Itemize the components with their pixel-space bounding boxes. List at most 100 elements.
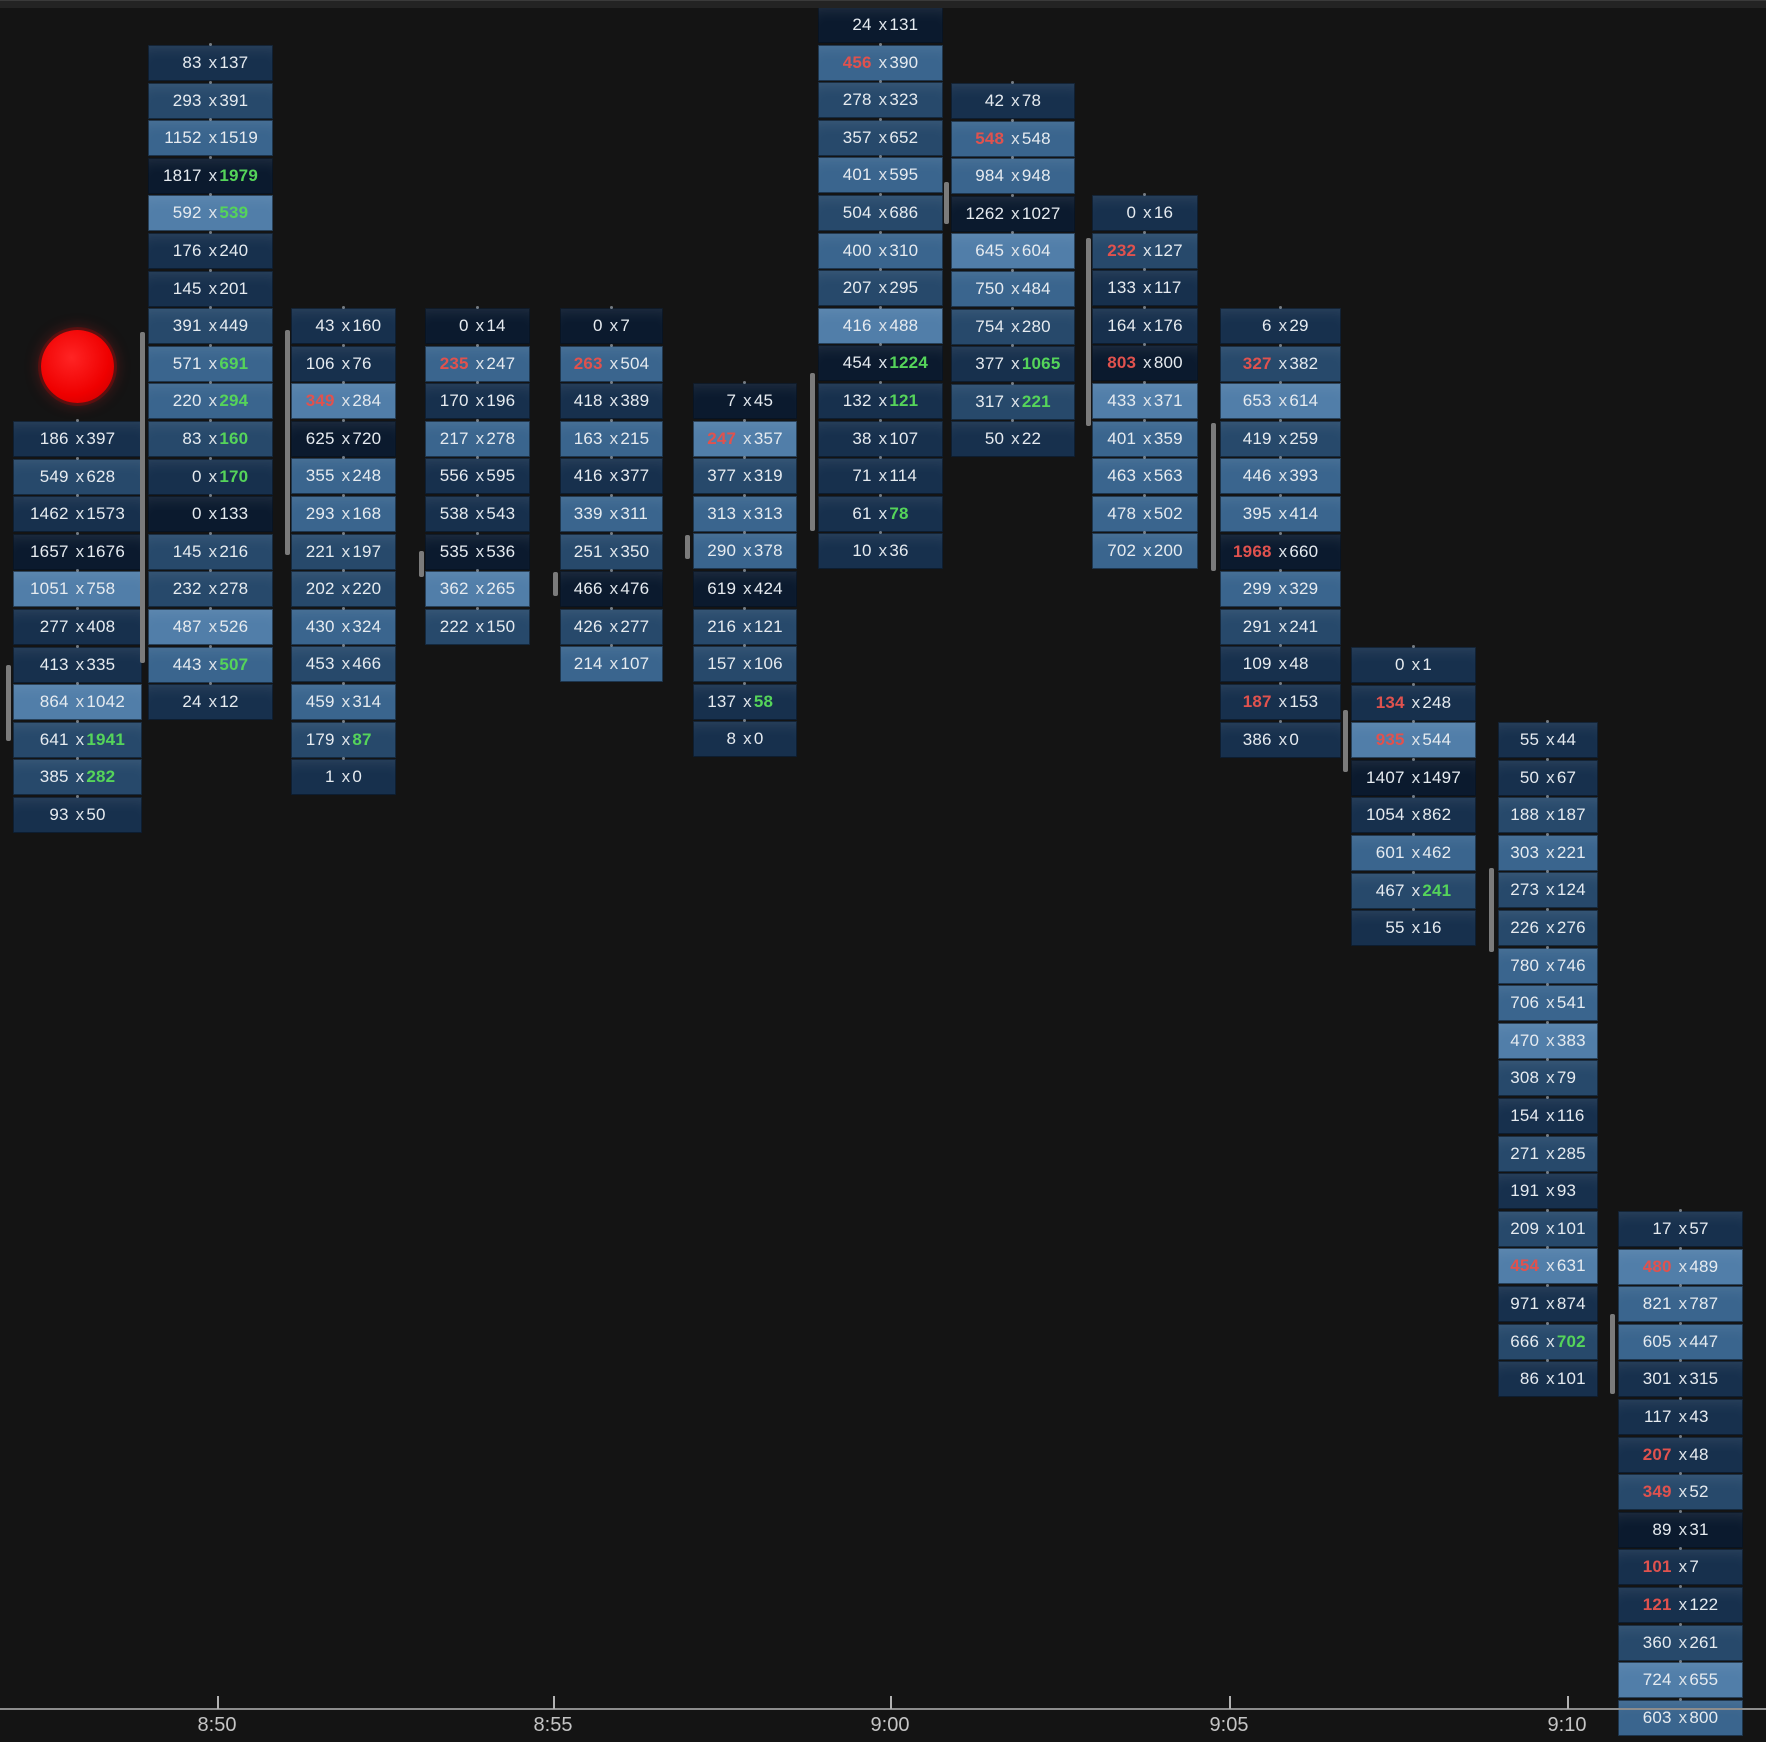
separator: x <box>1678 1520 1688 1539</box>
ask-volume: 101 <box>1556 1369 1586 1388</box>
footprint-cell: 38 x 107 <box>818 419 943 457</box>
ask-volume: 241 <box>1289 617 1319 636</box>
ask-volume: 391 <box>219 91 249 110</box>
bid-volume: 17 <box>1652 1219 1672 1238</box>
ask-volume: 595 <box>486 466 516 485</box>
bid-volume: 1968 <box>1233 542 1272 561</box>
separator: x <box>1011 279 1020 298</box>
candle-wick <box>685 535 690 559</box>
bid-volume: 418 <box>573 391 603 410</box>
separator: x <box>878 391 888 410</box>
separator: x <box>1546 993 1555 1012</box>
bid-volume: 117 <box>1643 1407 1672 1426</box>
ask-volume: 160 <box>352 316 382 335</box>
ask-volume: 323 <box>889 90 919 109</box>
bid-volume: 386 <box>1242 730 1272 749</box>
footprint-cell: 377 x 1065 <box>951 344 1075 382</box>
separator: x <box>208 391 218 410</box>
separator: x <box>1278 429 1288 448</box>
footprint-cell: 430 x 324 <box>291 607 396 645</box>
ask-volume: 277 <box>620 617 650 636</box>
footprint-cell: 603 x 800 <box>1618 1698 1743 1736</box>
bid-volume: 202 <box>305 579 335 598</box>
footprint-cell: 55 x 44 <box>1498 720 1598 758</box>
footprint-cell: 42 x 78 <box>951 81 1075 119</box>
ask-volume: 168 <box>352 504 382 523</box>
time-axis-line <box>0 1708 1766 1710</box>
ask-volume: 48 <box>1689 1445 1709 1464</box>
ask-volume: 652 <box>889 128 919 147</box>
ask-volume: 221 <box>1021 392 1051 411</box>
ask-volume: 536 <box>486 542 516 561</box>
ask-volume: 948 <box>1021 166 1051 185</box>
separator: x <box>1278 542 1288 561</box>
footprint-cell: 145 x 201 <box>148 269 273 307</box>
ask-volume: 476 <box>620 579 650 598</box>
ask-volume: 1941 <box>86 730 125 749</box>
ask-volume: 0 <box>753 729 764 748</box>
ask-volume: 507 <box>219 655 249 674</box>
footprint-cell: 216 x 121 <box>693 607 797 645</box>
ask-volume: 117 <box>1153 278 1182 297</box>
bid-volume: 93 <box>49 805 69 824</box>
separator: x <box>743 729 752 748</box>
separator: x <box>743 466 752 485</box>
separator: x <box>1011 166 1020 185</box>
footprint-cell: 89 x 31 <box>1618 1510 1743 1548</box>
ask-volume: 1224 <box>889 353 928 372</box>
ask-volume: 160 <box>219 429 249 448</box>
separator: x <box>208 166 218 185</box>
ask-volume: 87 <box>352 730 372 749</box>
separator: x <box>878 541 888 560</box>
bid-volume: 1152 <box>164 128 202 147</box>
footprint-cell: 349 x 284 <box>291 381 396 419</box>
ask-volume: 526 <box>219 617 249 636</box>
separator: x <box>341 316 351 335</box>
separator: x <box>475 542 485 561</box>
footprint-cell: 7 x 45 <box>693 381 797 419</box>
footprint-cell: 290 x 378 <box>693 531 797 569</box>
footprint-cell: 1657 x 1676 <box>13 532 142 570</box>
separator: x <box>208 655 218 674</box>
separator: x <box>1546 918 1555 937</box>
bid-volume: 55 <box>1519 730 1540 749</box>
footprint-cell: 101 x 7 <box>1618 1547 1743 1585</box>
separator: x <box>1546 880 1555 899</box>
ask-volume: 324 <box>352 617 382 636</box>
ask-volume: 359 <box>1153 429 1183 448</box>
bid-volume: 971 <box>1510 1294 1540 1313</box>
ask-volume: 215 <box>620 429 650 448</box>
ask-volume: 280 <box>1021 317 1051 336</box>
time-axis-label: 9:00 <box>870 1714 910 1736</box>
ask-volume: 614 <box>1289 391 1319 410</box>
ask-volume: 377 <box>620 466 650 485</box>
footprint-cell: 653 x 614 <box>1220 381 1341 419</box>
ask-volume: 124 <box>1556 880 1586 899</box>
bid-volume: 188 <box>1510 805 1540 824</box>
footprint-cell: 446 x 393 <box>1220 456 1341 494</box>
footprint-cell: 395 x 414 <box>1220 494 1341 532</box>
bid-volume: 301 <box>1642 1369 1672 1388</box>
ask-volume: 282 <box>86 767 116 786</box>
separator: x <box>1678 1294 1688 1313</box>
ask-volume: 78 <box>889 504 909 523</box>
ask-volume: 862 <box>1422 805 1452 824</box>
ask-volume: 48 <box>1289 654 1309 673</box>
ask-volume: 548 <box>1021 129 1051 148</box>
candle-wick <box>140 332 145 663</box>
horizontal-scrollbar[interactable] <box>0 0 1766 8</box>
footprint-cell: 273 x 124 <box>1498 870 1598 908</box>
separator: x <box>341 767 351 786</box>
ask-volume: 93 <box>1556 1181 1577 1200</box>
ask-volume: 248 <box>352 466 382 485</box>
separator: x <box>1546 843 1555 862</box>
time-axis-tick <box>1567 1696 1569 1709</box>
bid-volume: 1817 <box>163 166 202 185</box>
footprint-cell: 418 x 389 <box>560 381 663 419</box>
separator: x <box>609 429 619 448</box>
footprint-cell: 251 x 350 <box>560 532 663 570</box>
footprint-cell: 362 x 265 <box>425 569 530 607</box>
separator: x <box>208 579 218 598</box>
bid-volume: 601 <box>1375 843 1405 862</box>
